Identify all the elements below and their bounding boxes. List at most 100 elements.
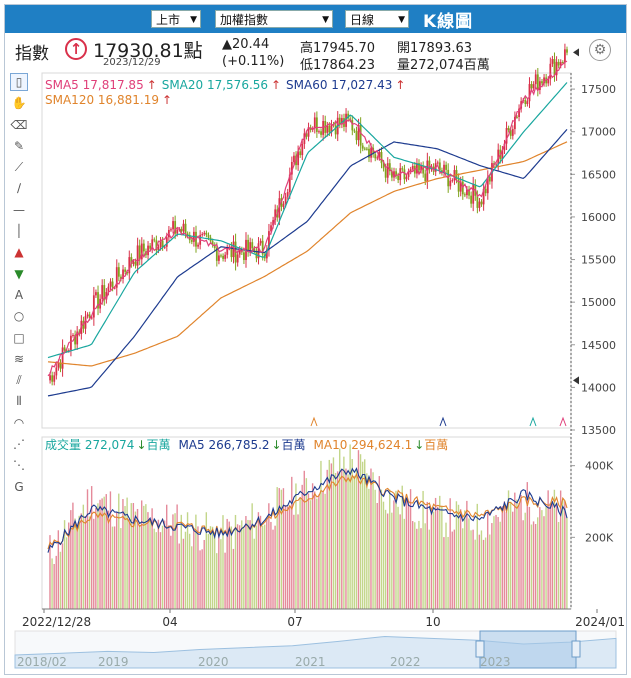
legend-arrow-icon: ↑ [271, 78, 281, 92]
candle-body [420, 165, 422, 171]
candle-body [451, 180, 454, 182]
volume-bar [339, 448, 341, 609]
candle-body [140, 243, 143, 260]
candle-body [95, 292, 97, 296]
fib-icon[interactable]: ≋ [13, 351, 25, 366]
volume-bar [476, 503, 478, 609]
candle-body [142, 243, 145, 252]
candle-body [501, 150, 504, 160]
candle-body [551, 59, 554, 64]
candle-body [409, 169, 412, 172]
x-tick-label: 10 [425, 615, 440, 629]
down-arrow-icon[interactable]: ▼ [14, 266, 24, 281]
market-select[interactable]: 上市 ▼ [151, 10, 201, 28]
volume-bar [249, 520, 251, 609]
volume-bar [380, 489, 383, 609]
price-volume-chart[interactable]: 17500 17000 16500 16000 15500 15000 14500 14000… [5, 5, 626, 674]
settings-gear-icon[interactable]: ⚙ [589, 39, 611, 61]
circle-icon[interactable]: ○ [13, 309, 25, 324]
volume-bar [209, 526, 212, 609]
volume-bar [389, 489, 391, 609]
volume-legend-2: MA10 294,624.1 [314, 438, 413, 452]
candle-body [74, 335, 76, 345]
candle-body [230, 246, 233, 258]
volume-bar [138, 525, 141, 609]
cursor-icon[interactable]: ▯ [10, 73, 28, 91]
volume-bar [305, 478, 308, 609]
volume-bar [376, 502, 378, 609]
candle-body [516, 116, 518, 118]
volume-bar [459, 509, 462, 609]
volume-bar [226, 518, 228, 609]
candle-body [536, 74, 539, 90]
candle-body [215, 247, 218, 261]
price-legend-0: SMA5 17,817.85 [45, 78, 144, 92]
candle-body [482, 188, 485, 205]
volume-bar [84, 515, 87, 609]
volume-bar [253, 538, 255, 609]
candle-body [478, 201, 481, 208]
candle-body [84, 316, 87, 329]
candle-body [120, 276, 122, 279]
chart-type-title: K線圖 [423, 12, 474, 32]
volume-bar [351, 459, 353, 609]
volume-bar [566, 517, 568, 609]
candle-body [357, 125, 360, 141]
segment-icon[interactable]: ∕ [16, 181, 22, 196]
hline-icon[interactable]: — [13, 202, 25, 217]
up-arrow-icon[interactable]: ▲ [14, 245, 24, 260]
candle-body [265, 249, 268, 259]
arc-icon[interactable]: ◠ [13, 415, 25, 430]
candle-body [211, 241, 214, 245]
candle-body [393, 171, 395, 178]
candle-body [307, 127, 310, 137]
index-select[interactable]: 加權指數 ▼ [215, 10, 333, 28]
candle-body [405, 176, 408, 180]
period-select[interactable]: 日線 ▼ [345, 10, 409, 28]
price-unit: 點 [183, 40, 203, 62]
eraser-icon[interactable]: ⌫ [10, 117, 28, 132]
volume-bar [178, 543, 180, 609]
volume-label: 量 [397, 58, 411, 73]
text-icon[interactable]: A [14, 287, 24, 302]
volume-bar [76, 525, 78, 609]
channel-icon[interactable]: ⫽ [16, 372, 22, 387]
sma5-line [47, 60, 568, 377]
candle-body [163, 246, 166, 248]
line-icon[interactable]: ⟋ [14, 159, 24, 174]
volume-bar [105, 494, 107, 609]
volume-bar [341, 469, 343, 609]
candle-body [63, 347, 66, 351]
volume-bar [241, 520, 243, 609]
volume-bar [391, 512, 393, 609]
volume-bar [491, 523, 493, 609]
fan-icon[interactable]: ⋰ [13, 437, 25, 452]
candle-body [172, 221, 174, 230]
volume-bar [461, 528, 464, 609]
candle-body [184, 223, 187, 234]
candle-body [532, 84, 535, 89]
volume-bar [163, 520, 166, 609]
rect-icon[interactable]: □ [13, 330, 25, 345]
candle-body [555, 61, 558, 76]
vline-icon[interactable]: │ [15, 224, 23, 239]
volume-bar [309, 500, 312, 609]
low-value: 17864.23 [313, 58, 376, 73]
eraser2-icon[interactable]: ✎ [13, 138, 25, 153]
sma20-line [47, 82, 568, 359]
bars-icon[interactable]: ⦀ [16, 393, 22, 408]
candle-body [407, 171, 410, 177]
volume-bar [243, 528, 245, 609]
volume-bar [111, 526, 114, 609]
volume-bar [322, 491, 324, 609]
hand-icon[interactable]: ✋ [11, 96, 27, 111]
gann-icon[interactable]: G [14, 479, 24, 494]
fan2-icon[interactable]: ⋱ [13, 458, 25, 473]
candle-body [151, 239, 154, 249]
volume-bar [203, 539, 205, 609]
high-value: 17945.70 [313, 41, 376, 56]
volume-bar [99, 499, 101, 609]
x-tick-label: 04 [162, 615, 177, 629]
candle-body [55, 367, 58, 376]
volume-ma5-line [47, 467, 568, 553]
